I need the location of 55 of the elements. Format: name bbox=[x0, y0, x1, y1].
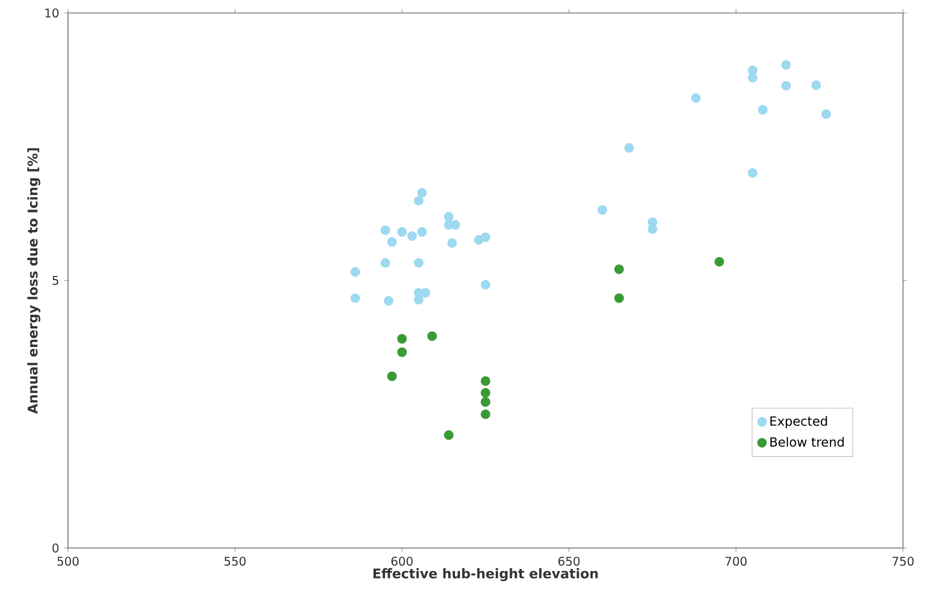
point bbox=[417, 188, 427, 198]
point bbox=[447, 238, 457, 248]
y-tick-label: 10 bbox=[45, 8, 59, 18]
point bbox=[407, 231, 417, 241]
point bbox=[350, 267, 360, 277]
y-axis-title: Annual energy loss due to Icing [%] bbox=[27, 148, 40, 414]
point bbox=[480, 232, 490, 242]
point bbox=[811, 80, 821, 90]
point bbox=[427, 331, 437, 341]
x-tick-label: 750 bbox=[892, 556, 914, 566]
x-tick-label: 550 bbox=[224, 556, 246, 566]
point bbox=[714, 256, 724, 267]
point bbox=[781, 60, 791, 70]
point bbox=[387, 371, 397, 382]
x-tick-label: 600 bbox=[391, 556, 413, 566]
point bbox=[414, 196, 424, 206]
y-tick-label: 5 bbox=[52, 276, 58, 285]
point bbox=[397, 227, 407, 237]
point bbox=[450, 220, 460, 230]
point bbox=[614, 293, 624, 303]
point bbox=[480, 409, 490, 420]
point bbox=[384, 296, 394, 306]
y-tick-label: 0 bbox=[52, 543, 59, 553]
point bbox=[480, 397, 490, 407]
legend-label: Expected bbox=[770, 416, 827, 428]
point bbox=[414, 294, 424, 305]
point bbox=[387, 237, 397, 247]
x-axis-title: Effective hub-height elevation bbox=[373, 568, 598, 582]
legend-label: Below trend bbox=[770, 436, 844, 447]
point bbox=[691, 93, 701, 103]
point bbox=[648, 224, 658, 234]
point bbox=[758, 105, 768, 115]
point bbox=[397, 334, 407, 344]
point bbox=[414, 258, 424, 268]
x-tick-label: 650 bbox=[558, 556, 580, 566]
point bbox=[380, 225, 390, 236]
point bbox=[417, 227, 427, 237]
point bbox=[480, 376, 490, 386]
point bbox=[397, 347, 407, 357]
point bbox=[598, 205, 608, 215]
point bbox=[748, 65, 758, 76]
point bbox=[380, 258, 390, 268]
point bbox=[444, 212, 454, 222]
point bbox=[624, 143, 634, 153]
point bbox=[420, 288, 430, 298]
point bbox=[350, 293, 360, 303]
point bbox=[748, 168, 758, 178]
point bbox=[480, 280, 490, 290]
point bbox=[480, 388, 490, 398]
point bbox=[444, 430, 454, 440]
x-tick-label: 500 bbox=[58, 556, 79, 566]
point bbox=[614, 264, 624, 274]
point bbox=[781, 80, 791, 91]
point bbox=[821, 109, 831, 119]
x-tick-label: 700 bbox=[726, 556, 747, 566]
